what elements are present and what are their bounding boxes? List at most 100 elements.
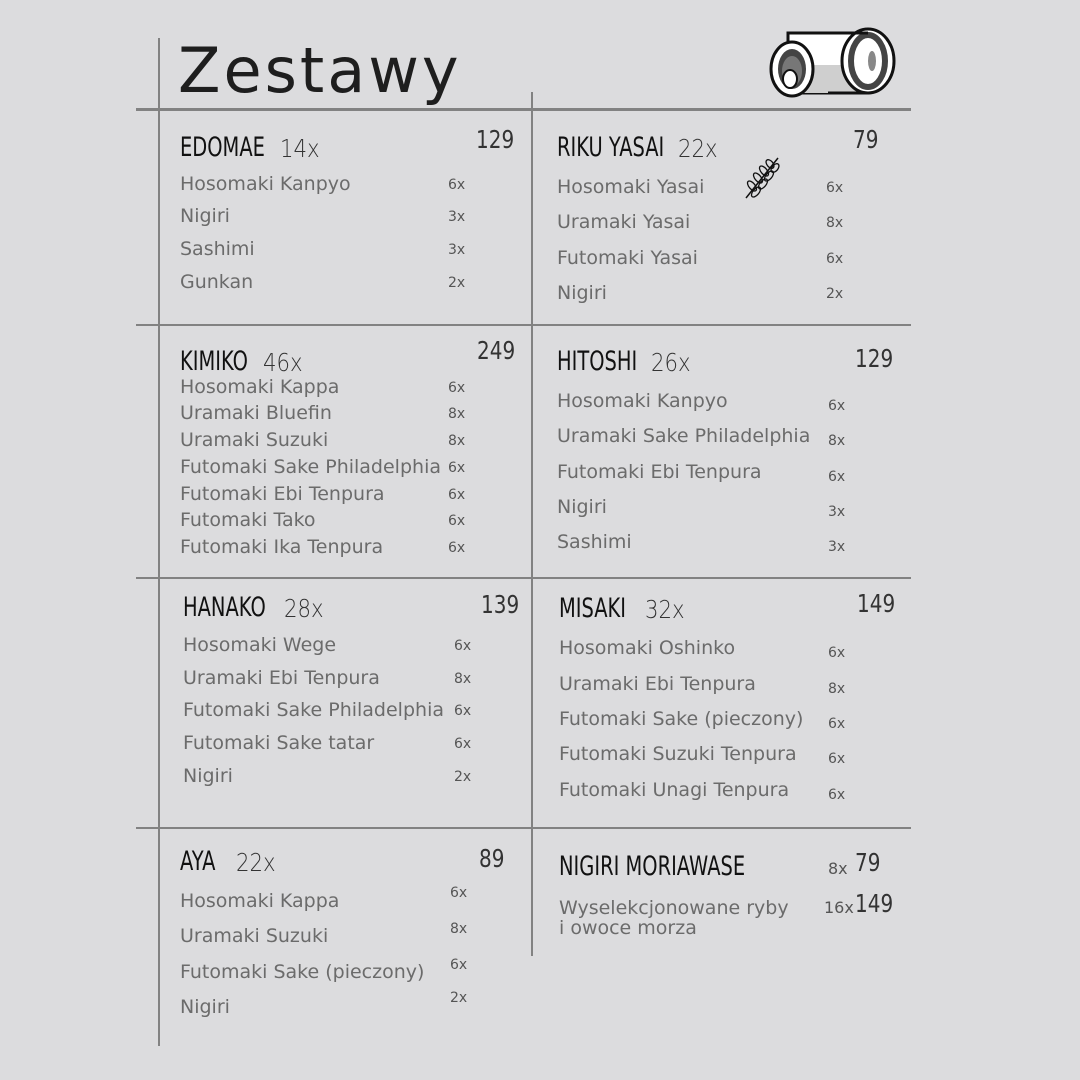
section-piece-count: 46x: [263, 348, 303, 377]
section-title: HITOSHI: [557, 346, 638, 377]
item-name: Nigiri: [180, 205, 230, 227]
item-name: Nigiri: [183, 765, 233, 787]
item-qty: 2x: [450, 990, 468, 1006]
item-name: Futomaki Sake tatar: [183, 732, 375, 754]
section-price: 129: [855, 344, 894, 373]
divider: [136, 108, 911, 111]
item-qty: 2x: [448, 275, 466, 291]
item-name: Uramaki Sake Philadelphia: [557, 425, 811, 447]
divider: [136, 324, 911, 326]
item-name: Uramaki Suzuki: [180, 925, 329, 947]
item-name: Hosomaki Kanpyo: [557, 390, 728, 412]
item-name: Hosomaki Oshinko: [559, 637, 736, 659]
item-qty: 6x: [448, 513, 466, 529]
item-qty: 6x: [828, 751, 846, 767]
item-qty: 6x: [450, 885, 468, 901]
section-description: i owoce morza: [559, 917, 697, 939]
item-qty: 3x: [828, 539, 846, 555]
divider: [136, 577, 911, 579]
item-name: Hosomaki Wege: [183, 634, 337, 656]
item-name: Hosomaki Kanpyo: [180, 173, 351, 195]
item-name: Futomaki Sake (pieczony): [180, 961, 425, 983]
item-qty: 6x: [454, 736, 472, 752]
item-name: Uramaki Bluefin: [180, 402, 332, 424]
item-name: Hosomaki Yasai: [557, 176, 705, 198]
item-qty: 8x: [454, 671, 472, 687]
item-qty: 8x: [448, 406, 466, 422]
section-piece-count: 26x: [651, 348, 691, 377]
section-piece-count: 14x: [280, 134, 320, 163]
section-piece-count: 28x: [284, 594, 324, 623]
option-price: 149: [855, 889, 894, 918]
divider: [531, 92, 533, 956]
item-qty: 3x: [448, 242, 466, 258]
item-qty: 6x: [828, 469, 846, 485]
item-qty: 6x: [454, 703, 472, 719]
item-name: Uramaki Ebi Tenpura: [559, 673, 756, 695]
section-price: 79: [853, 125, 879, 154]
item-name: Uramaki Yasai: [557, 211, 691, 233]
section-price: 139: [481, 590, 520, 619]
item-name: Futomaki Sake Philadelphia: [180, 456, 441, 478]
item-qty: 6x: [448, 460, 466, 476]
section-price: 89: [479, 844, 505, 873]
item-name: Sashimi: [180, 238, 255, 260]
item-qty: 2x: [826, 286, 844, 302]
item-name: Futomaki Suzuki Tenpura: [559, 743, 797, 765]
item-qty: 3x: [828, 504, 846, 520]
section-title: AYA: [180, 846, 216, 877]
item-qty: 8x: [448, 433, 466, 449]
divider: [158, 38, 160, 1046]
section-piece-count: 22x: [236, 848, 276, 877]
item-qty: 6x: [826, 251, 844, 267]
section-title: NIGIRI MORIAWASE: [559, 851, 746, 882]
section-price: 149: [857, 589, 896, 618]
item-name: Futomaki Ika Tenpura: [180, 536, 384, 558]
item-name: Nigiri: [180, 996, 230, 1018]
section-description: Wyselekcjonowane ryby: [559, 897, 789, 919]
section-price: 249: [477, 336, 516, 365]
item-qty: 6x: [826, 180, 844, 196]
item-name: Uramaki Ebi Tenpura: [183, 667, 380, 689]
item-qty: 2x: [454, 769, 472, 785]
item-name: Futomaki Ebi Tenpura: [180, 483, 385, 505]
option-price: 79: [855, 848, 881, 877]
item-name: Futomaki Sake (pieczony): [559, 708, 804, 730]
item-qty: 6x: [828, 787, 846, 803]
item-qty: 6x: [450, 957, 468, 973]
section-title: EDOMAE: [180, 132, 265, 163]
item-qty: 6x: [448, 177, 466, 193]
item-qty: 6x: [448, 540, 466, 556]
section-piece-count: 32x: [645, 595, 685, 624]
item-name: Sashimi: [557, 531, 632, 553]
item-name: Uramaki Suzuki: [180, 429, 329, 451]
sushi-roll-icon: [769, 27, 896, 98]
item-name: Futomaki Ebi Tenpura: [557, 461, 762, 483]
section-title: RIKU YASAI: [557, 132, 665, 163]
item-qty: 6x: [828, 398, 846, 414]
item-name: Nigiri: [557, 282, 607, 304]
item-qty: 6x: [454, 638, 472, 654]
item-name: Hosomaki Kappa: [180, 890, 340, 912]
item-qty: 3x: [448, 209, 466, 225]
item-qty: 8x: [828, 681, 846, 697]
item-name: Hosomaki Kappa: [180, 376, 340, 398]
item-qty: 8x: [828, 433, 846, 449]
item-qty: 6x: [448, 487, 466, 503]
section-title: KIMIKO: [180, 346, 248, 377]
item-name: Nigiri: [557, 496, 607, 518]
item-qty: 8x: [826, 215, 844, 231]
item-name: Futomaki Yasai: [557, 247, 698, 269]
item-name: Futomaki Unagi Tenpura: [559, 779, 790, 801]
divider: [136, 827, 911, 829]
item-qty: 6x: [828, 716, 846, 732]
page-title: Zestawy: [178, 34, 462, 107]
option-qty: 16x: [824, 898, 854, 917]
leaf-branch-icon: [745, 157, 780, 199]
item-name: Futomaki Tako: [180, 509, 316, 531]
item-qty: 6x: [828, 645, 846, 661]
section-title: HANAKO: [183, 592, 266, 623]
item-name: Futomaki Sake Philadelphia: [183, 699, 444, 721]
section-title: MISAKI: [559, 593, 626, 624]
item-qty: 6x: [448, 380, 466, 396]
